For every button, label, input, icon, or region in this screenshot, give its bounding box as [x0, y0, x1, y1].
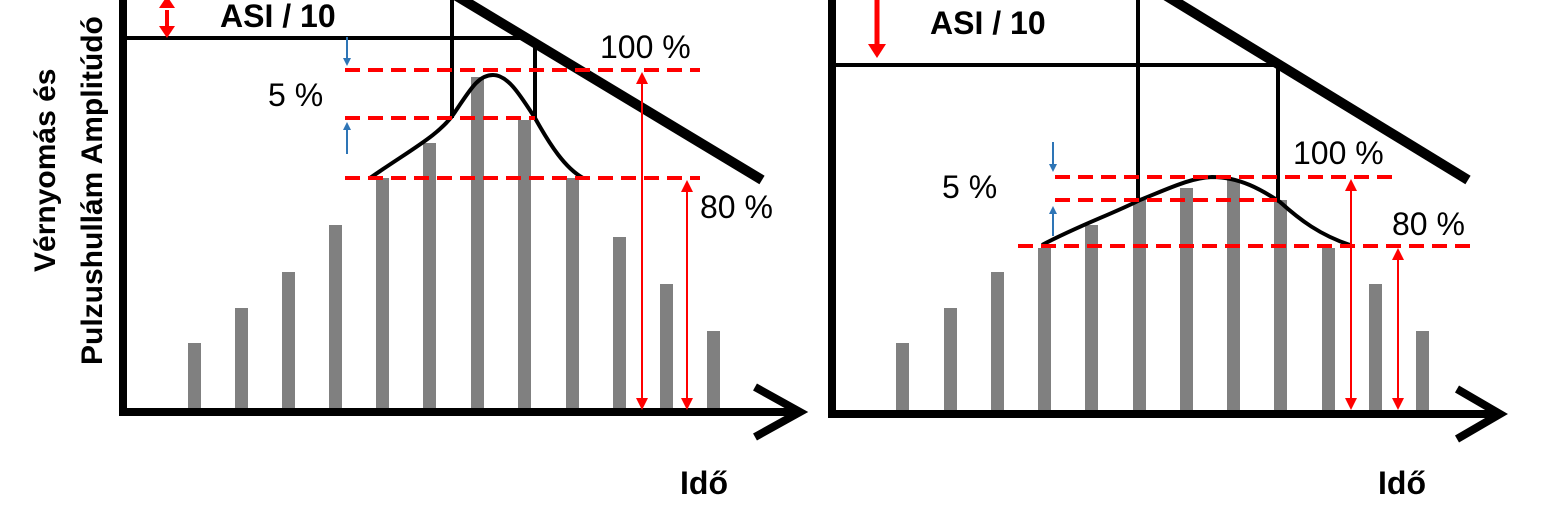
- right-arrowhead-100-top: [1345, 179, 1357, 191]
- bar: [1322, 248, 1335, 410]
- left-bars: [188, 77, 720, 410]
- right-pct-5-label: 5 %: [942, 169, 997, 205]
- right-x-arrowhead: [1454, 385, 1508, 443]
- right-asi-label: ASI / 10: [930, 5, 1046, 41]
- left-pct-100-label: 100 %: [600, 29, 691, 65]
- bar: [1274, 200, 1287, 410]
- left-pct-5-label: 5 %: [268, 77, 323, 113]
- bar: [1085, 225, 1098, 410]
- bar: [896, 343, 909, 410]
- bar: [1038, 248, 1051, 410]
- left-x-axis-label: Idő: [680, 465, 728, 501]
- bar: [707, 331, 720, 410]
- left-asi-arrowhead-down: [159, 26, 175, 38]
- bar: [566, 178, 579, 410]
- left-panel: ASI / 10 100 % 5 % 80 % Idő: [119, 0, 809, 501]
- left-asi-arrowhead-up: [159, 0, 175, 8]
- right-arrowhead-100-bottom: [1345, 398, 1357, 410]
- right-asi-arrowhead: [868, 44, 886, 58]
- right-arrowhead-80-bottom: [1392, 398, 1404, 410]
- left-blue-arrowhead-top: [343, 58, 351, 66]
- y-axis-label-line2: Pulzushullám Amplitúdó: [76, 16, 109, 365]
- left-arrowhead-100-bottom: [636, 398, 648, 410]
- bar: [660, 284, 673, 410]
- right-x-axis-label: Idő: [1378, 465, 1426, 501]
- right-panel: ASI / 10 100 % 5 % 80 % Idő: [828, 0, 1508, 501]
- right-pct-80-label: 80 %: [1392, 206, 1465, 242]
- left-diagonal: [453, 0, 765, 185]
- bar: [188, 343, 201, 410]
- right-pct-100-label: 100 %: [1293, 135, 1384, 171]
- bar: [1227, 180, 1240, 410]
- bar: [1369, 284, 1382, 410]
- left-arrowhead-80-bottom: [681, 398, 693, 410]
- right-diagonal: [1163, 0, 1471, 185]
- bar: [991, 272, 1004, 410]
- bar: [282, 272, 295, 410]
- bar: [423, 143, 436, 410]
- bar: [235, 308, 248, 410]
- bar: [1133, 200, 1146, 410]
- right-bars: [896, 180, 1429, 410]
- bar: [1180, 188, 1193, 410]
- right-envelope-curve: [1041, 174, 1351, 247]
- bar: [329, 225, 342, 410]
- left-blue-arrowhead-bottom: [343, 122, 351, 130]
- bar: [1416, 331, 1429, 410]
- bar: [471, 77, 484, 410]
- left-pct-80-label: 80 %: [700, 189, 773, 225]
- right-arrowhead-80-top: [1392, 248, 1404, 260]
- bar: [944, 308, 957, 410]
- right-blue-arrowhead-bottom: [1049, 206, 1057, 214]
- bar: [376, 178, 389, 410]
- left-arrowhead-100-top: [636, 72, 648, 84]
- left-envelope-curve: [368, 72, 585, 180]
- bar: [518, 120, 531, 410]
- left-asi-label: ASI / 10: [220, 0, 336, 34]
- right-blue-arrowhead-top: [1049, 164, 1057, 172]
- left-x-arrowhead: [753, 383, 809, 441]
- bar: [613, 237, 626, 410]
- y-axis-label-line1: Vérnyomás és: [29, 69, 62, 272]
- left-arrowhead-80-top: [681, 180, 693, 192]
